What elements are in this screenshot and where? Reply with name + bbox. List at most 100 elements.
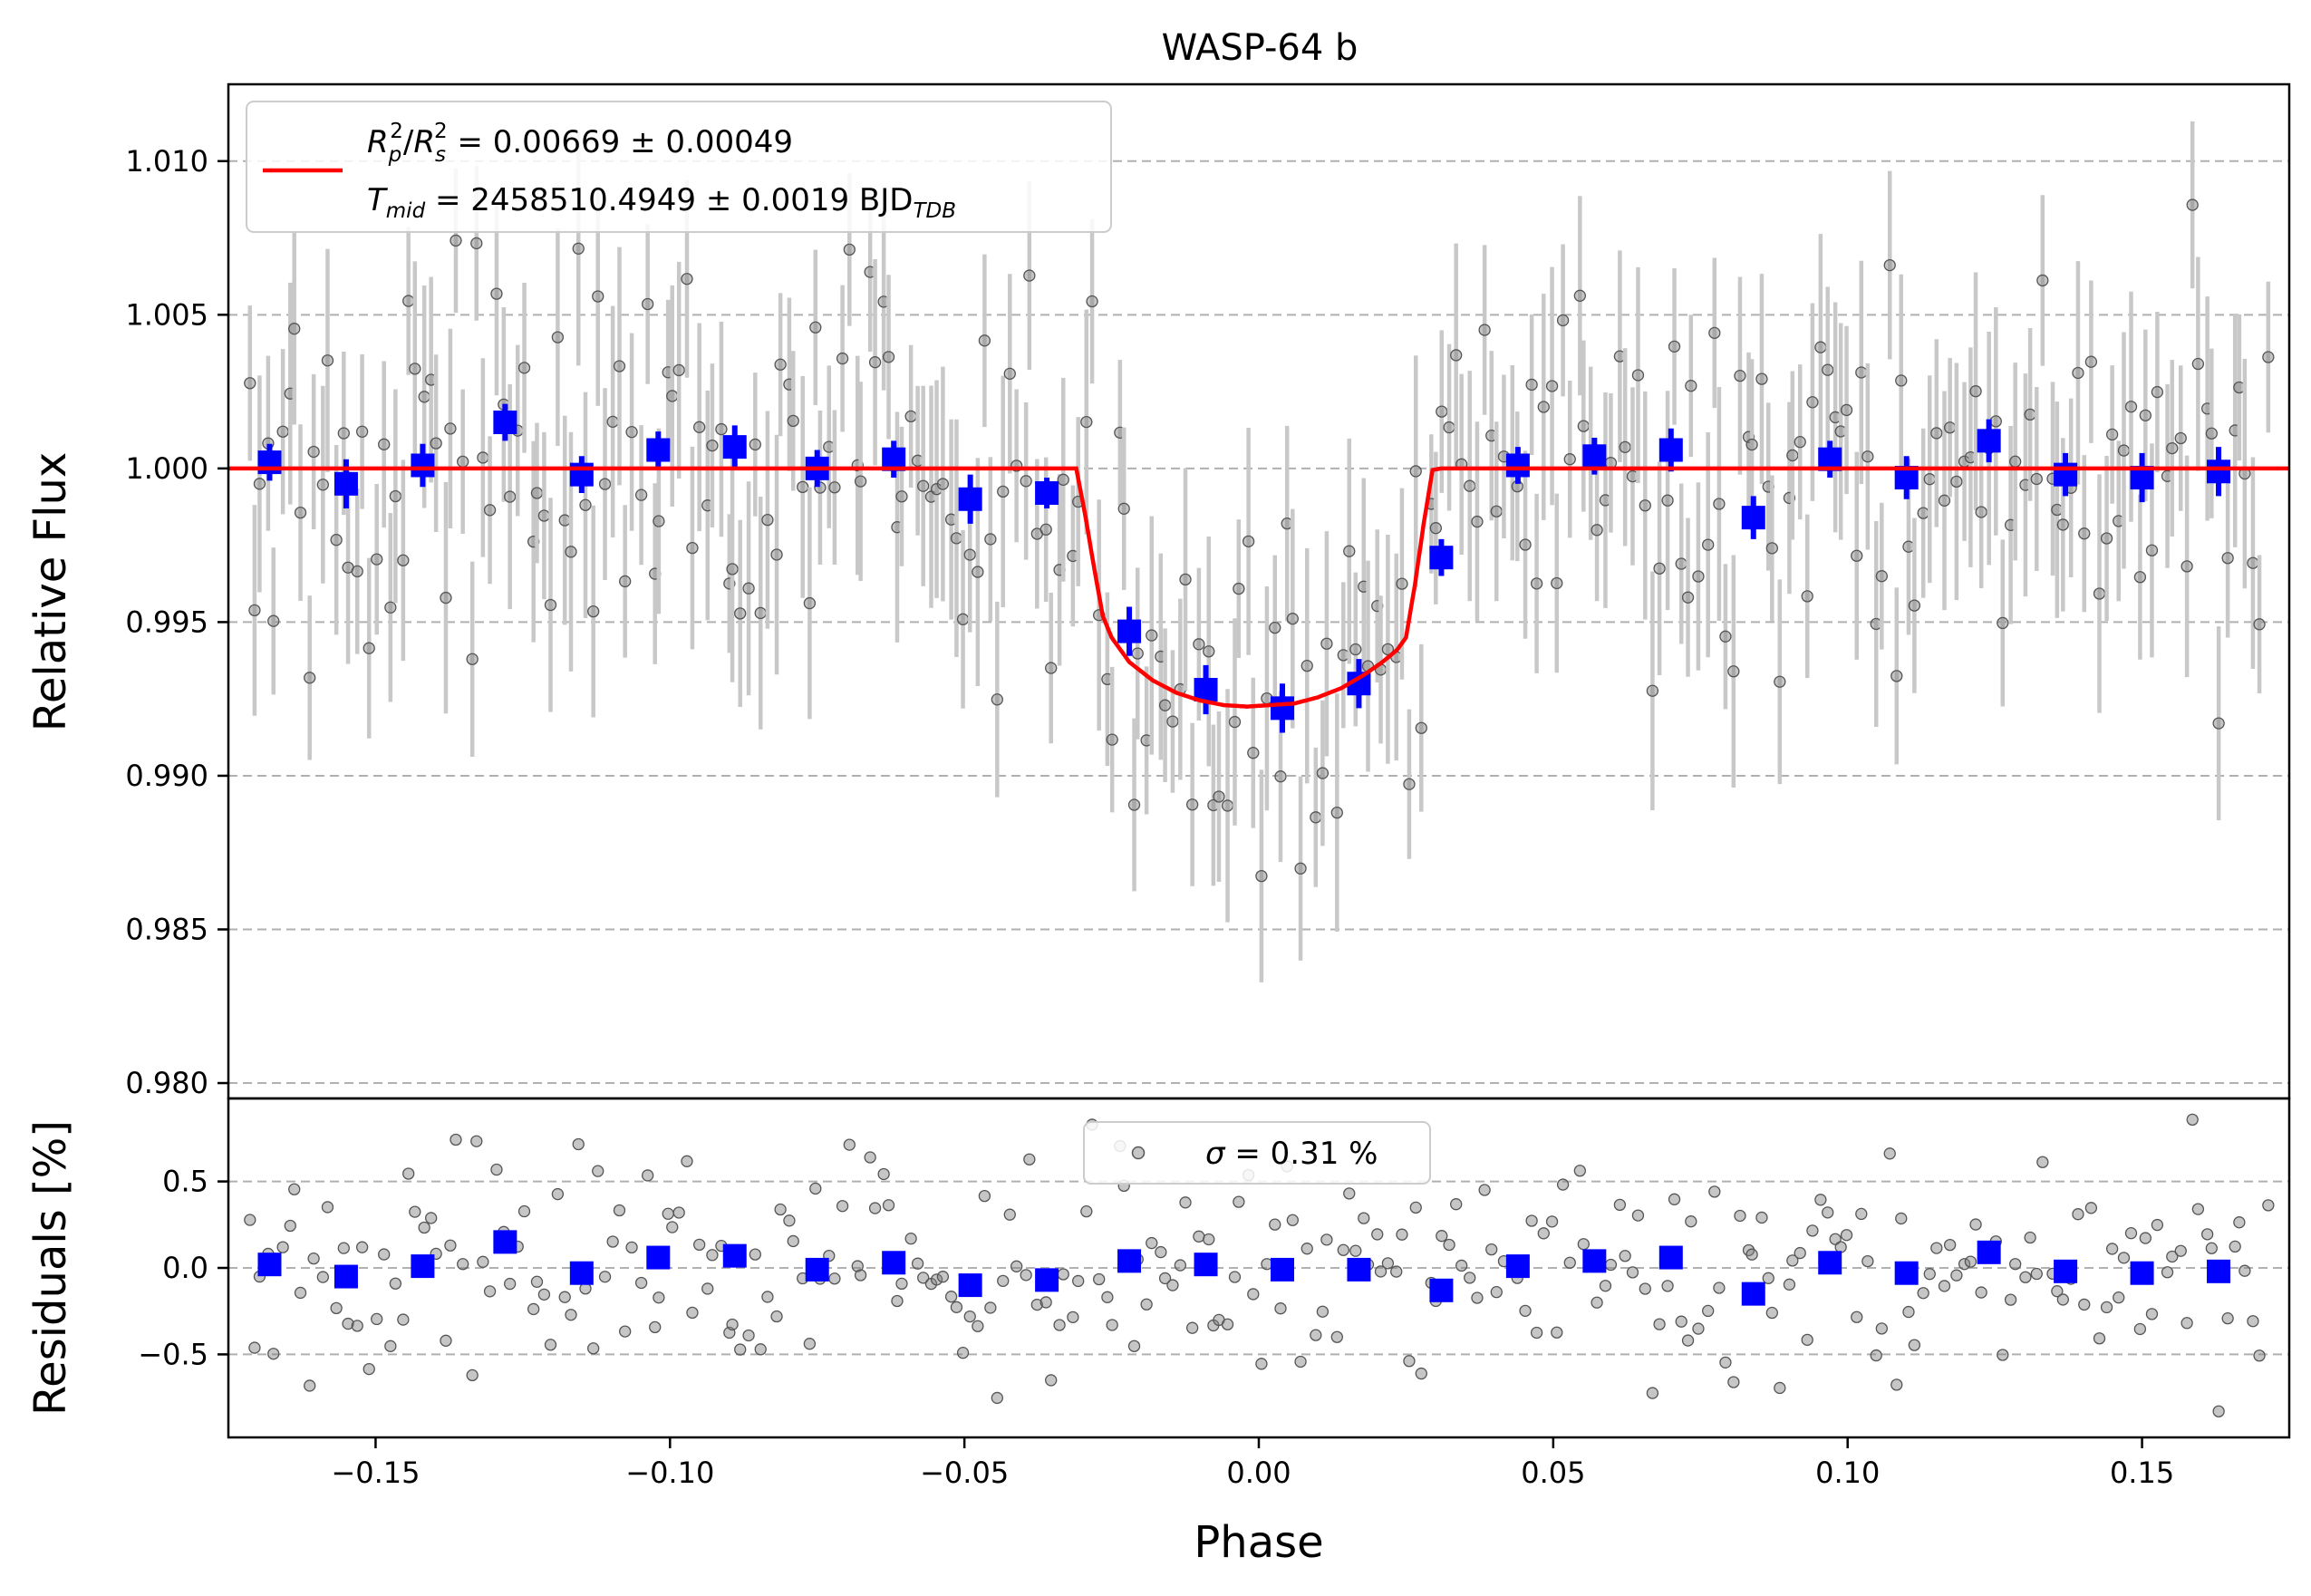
raw-point bbox=[1464, 479, 1476, 492]
raw-point bbox=[2186, 198, 2199, 211]
raw-point bbox=[2105, 428, 2119, 441]
residual-raw-point bbox=[2212, 1405, 2225, 1417]
residual-raw-point bbox=[1950, 1269, 1963, 1282]
raw-point bbox=[363, 642, 375, 654]
residual-raw-point bbox=[1294, 1355, 1307, 1369]
raw-point bbox=[797, 480, 809, 494]
residual-raw-point bbox=[2100, 1301, 2113, 1314]
residual-raw-point bbox=[2078, 1298, 2091, 1311]
raw-point bbox=[355, 425, 369, 438]
residual-raw-point bbox=[1023, 1153, 1036, 1166]
residual-raw-point bbox=[2019, 1271, 2032, 1283]
binned-point bbox=[569, 462, 594, 487]
raw-point bbox=[397, 554, 410, 566]
raw-point bbox=[504, 490, 517, 503]
binned-point bbox=[2207, 459, 2231, 484]
residual-raw-point bbox=[248, 1341, 261, 1354]
raw-point bbox=[734, 607, 747, 620]
raw-point bbox=[1681, 591, 1695, 604]
residual-raw-point bbox=[1349, 1244, 1362, 1257]
residual-raw-point bbox=[693, 1238, 706, 1252]
binned-point bbox=[2054, 462, 2078, 487]
raw-point bbox=[836, 352, 849, 365]
residual-raw-point bbox=[307, 1253, 320, 1265]
raw-point bbox=[1975, 506, 1987, 518]
raw-point bbox=[1117, 502, 1130, 515]
raw-point bbox=[634, 488, 648, 501]
residual-raw-point bbox=[1436, 1230, 1448, 1243]
residual-raw-point bbox=[267, 1348, 280, 1360]
residual-raw-point bbox=[565, 1309, 577, 1321]
raw-point bbox=[666, 390, 679, 402]
raw-point bbox=[984, 533, 997, 546]
residual-binned-data bbox=[257, 1230, 2231, 1306]
residual-raw-point bbox=[963, 1310, 976, 1323]
residual-raw-point bbox=[1765, 1306, 1778, 1320]
binned-point bbox=[493, 411, 517, 434]
residual-raw-point bbox=[1794, 1246, 1806, 1260]
raw-point bbox=[774, 358, 787, 371]
residual-raw-point bbox=[544, 1339, 557, 1351]
x-tick-label: −0.10 bbox=[625, 1456, 714, 1490]
residual-raw-point bbox=[2056, 1293, 2069, 1306]
raw-point bbox=[2180, 560, 2193, 573]
raw-point bbox=[1221, 799, 1234, 812]
residual-raw-point bbox=[1274, 1302, 1287, 1315]
raw-point bbox=[868, 356, 882, 369]
residual-y-ticks: −0.5 0.0 0.5 bbox=[138, 1165, 228, 1371]
residual-raw-point bbox=[882, 1199, 895, 1212]
main-y-ticks: 0.980 0.985 0.990 0.995 1.000 1.005 1.010 bbox=[125, 144, 228, 1100]
residual-raw-point bbox=[1233, 1195, 1245, 1208]
residual-raw-point bbox=[1958, 1258, 1971, 1271]
residual-raw-point bbox=[1713, 1282, 1726, 1294]
raw-point bbox=[1840, 403, 1853, 417]
residual-raw-point bbox=[836, 1200, 849, 1213]
binned-point bbox=[1977, 429, 2001, 453]
residual-raw-point bbox=[1020, 1269, 1032, 1282]
residual-raw-point bbox=[1443, 1238, 1455, 1252]
binned-residual-point bbox=[1429, 1278, 1454, 1302]
raw-point bbox=[1255, 869, 1268, 883]
residual-raw-point bbox=[1890, 1378, 1903, 1391]
binned-residual-point bbox=[1658, 1245, 1683, 1270]
raw-point bbox=[1668, 340, 1681, 353]
binned-residual-point bbox=[569, 1261, 594, 1285]
residual-raw-point bbox=[2161, 1266, 2174, 1279]
residual-raw-point bbox=[978, 1189, 991, 1203]
raw-point bbox=[672, 363, 685, 377]
binned-residual-point bbox=[2054, 1259, 2078, 1283]
raw-point bbox=[2191, 357, 2205, 371]
raw-point bbox=[1179, 573, 1192, 586]
raw-point bbox=[1301, 659, 1313, 672]
binned-point bbox=[722, 435, 747, 459]
raw-point bbox=[1861, 450, 1874, 463]
raw-point bbox=[1003, 367, 1016, 380]
residual-raw-point bbox=[1179, 1196, 1192, 1209]
x-tick-label: 0.10 bbox=[1815, 1456, 1880, 1490]
residual-raw-point bbox=[517, 1204, 531, 1218]
raw-point bbox=[1755, 372, 1768, 385]
residual-raw-point bbox=[1895, 1212, 1908, 1225]
raw-point bbox=[882, 351, 895, 363]
residual-raw-point bbox=[774, 1203, 787, 1216]
residual-raw-point bbox=[1668, 1193, 1681, 1205]
raw-point bbox=[1950, 475, 1963, 488]
raw-point bbox=[653, 515, 665, 527]
raw-point bbox=[530, 487, 544, 499]
residual-raw-point bbox=[1106, 1319, 1118, 1331]
raw-point bbox=[1734, 369, 1746, 382]
residual-raw-point bbox=[450, 1133, 462, 1146]
residual-raw-point bbox=[1599, 1280, 1612, 1292]
raw-point bbox=[537, 509, 551, 522]
raw-point bbox=[917, 479, 930, 492]
raw-point bbox=[2205, 427, 2218, 440]
residual-raw-point bbox=[606, 1235, 619, 1248]
residual-raw-point bbox=[1783, 1278, 1796, 1291]
x-tick-label: −0.05 bbox=[920, 1456, 1009, 1490]
residual-raw-point bbox=[2093, 1332, 2106, 1345]
binned-point bbox=[1194, 678, 1218, 702]
residual-raw-point bbox=[2024, 1231, 2036, 1244]
raw-point bbox=[378, 438, 391, 450]
residual-raw-point bbox=[304, 1379, 316, 1392]
residual-raw-point bbox=[2004, 1293, 2017, 1306]
